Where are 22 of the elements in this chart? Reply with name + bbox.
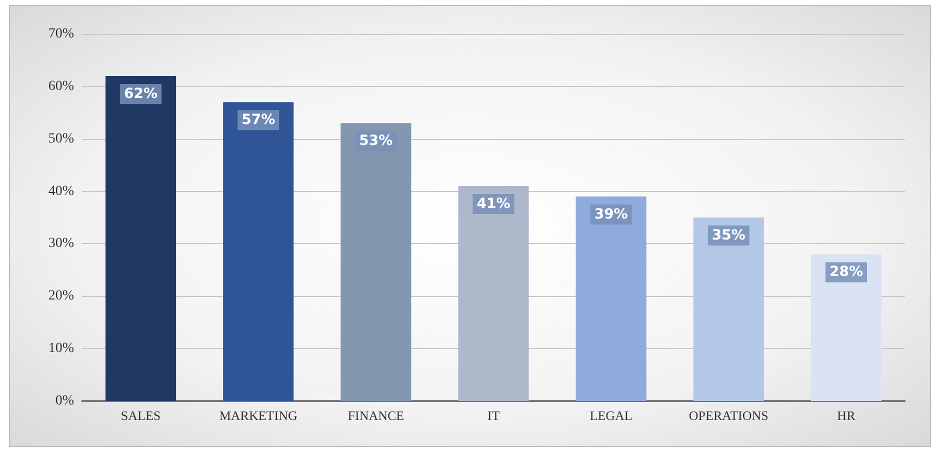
data-label: 41% <box>476 196 510 212</box>
data-label: 57% <box>242 112 276 128</box>
y-tick-label: 60% <box>48 78 74 94</box>
x-tick-label: HR <box>837 408 856 423</box>
y-tick-label: 0% <box>55 394 74 408</box>
x-tick-label: LEGAL <box>590 408 632 423</box>
x-tick-label: FINANCE <box>348 408 404 423</box>
data-label: 62% <box>124 86 158 102</box>
x-tick-label: SALES <box>120 408 161 423</box>
x-tick-label: OPERATIONS <box>688 408 768 423</box>
y-tick-label: 70% <box>48 26 74 42</box>
data-label: 35% <box>712 228 746 244</box>
x-tick-label: IT <box>487 408 500 423</box>
data-label: 53% <box>359 133 393 150</box>
x-tick-label: MARKETING <box>219 408 298 423</box>
y-tick-label: 40% <box>48 184 74 199</box>
y-tick-label: 50% <box>48 131 74 146</box>
data-label: 28% <box>829 264 863 280</box>
y-tick-label: 10% <box>48 341 74 356</box>
y-tick-label: 30% <box>48 236 74 252</box>
data-label: 39% <box>594 206 628 223</box>
y-tick-label: 20% <box>48 288 74 304</box>
